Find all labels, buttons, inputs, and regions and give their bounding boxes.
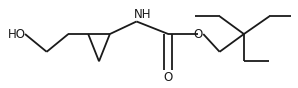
Text: O: O — [193, 28, 203, 41]
Text: NH: NH — [134, 8, 151, 21]
Text: HO: HO — [8, 28, 26, 41]
Text: O: O — [164, 71, 173, 84]
